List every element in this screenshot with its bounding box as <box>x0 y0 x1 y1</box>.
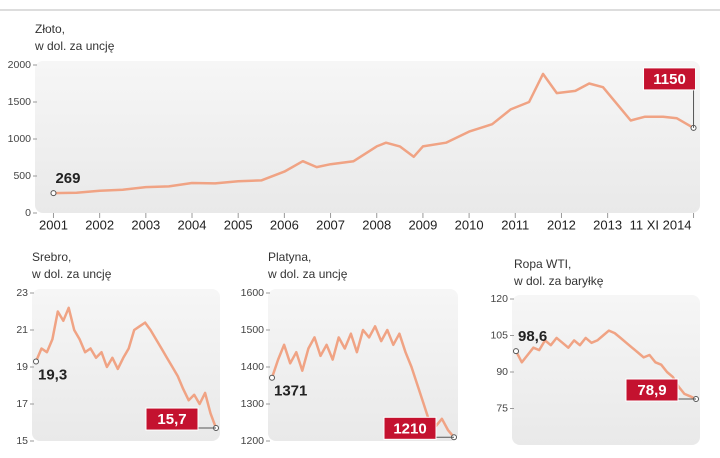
x-tick-label: 11 XI 2014 <box>630 217 692 232</box>
start-point <box>33 358 39 365</box>
start-label: 19,3 <box>38 366 67 383</box>
end-label: 1210 <box>393 420 426 437</box>
y-tick-label: 15 <box>16 435 28 447</box>
x-tick-label: 2007 <box>316 217 345 232</box>
chart-subtitle: w dol. za uncję <box>34 39 115 53</box>
chart-title: Platyna, <box>268 250 311 264</box>
y-tick-label: 0 <box>25 207 31 219</box>
end-label: 1150 <box>653 71 686 88</box>
x-tick-label: 2010 <box>455 217 484 232</box>
x-tick-label: 2006 <box>270 217 299 232</box>
x-tick-label: 2003 <box>131 217 160 232</box>
plot-panel <box>512 295 700 445</box>
chart-subtitle: w dol. za baryłkę <box>513 274 604 288</box>
chart-title: Srebro, <box>32 250 71 264</box>
y-tick-label: 17 <box>16 398 28 410</box>
y-tick-label: 500 <box>13 170 31 182</box>
x-tick-label: 2001 <box>39 217 68 232</box>
start-point <box>513 348 519 355</box>
x-tick-label: 2012 <box>547 217 576 232</box>
end-label-box <box>625 378 679 402</box>
y-tick-label: 1000 <box>8 133 32 145</box>
y-tick-label: 1300 <box>241 398 265 410</box>
y-tick-label: 1600 <box>241 287 265 299</box>
y-tick-label: 1500 <box>241 324 265 336</box>
data-line <box>34 306 218 429</box>
end-label-box <box>383 416 437 440</box>
y-tick-label: 1400 <box>241 361 265 373</box>
data-line <box>270 325 455 439</box>
y-tick-label: 1500 <box>8 96 32 108</box>
y-tick-label: 21 <box>16 324 28 336</box>
start-point <box>269 374 275 381</box>
data-line <box>514 329 697 401</box>
y-tick-label: 120 <box>490 293 508 305</box>
start-label: 98,6 <box>518 328 547 345</box>
y-tick-label: 90 <box>496 366 508 378</box>
y-tick-label: 1200 <box>241 435 265 447</box>
chart-subtitle: w dol. za uncję <box>31 267 112 281</box>
plot-panel <box>268 289 458 441</box>
end-label-box <box>643 67 697 91</box>
x-tick-label: 2011 <box>501 217 529 232</box>
end-label-box <box>145 407 199 431</box>
start-label: 1371 <box>274 383 307 400</box>
x-tick-label: 2013 <box>593 217 622 232</box>
x-tick-label: 2004 <box>178 217 207 232</box>
y-tick-label: 23 <box>16 287 28 299</box>
y-tick-label: 105 <box>490 329 508 341</box>
x-tick-label: 2002 <box>85 217 114 232</box>
x-tick-label: 2008 <box>362 217 391 232</box>
end-label: 78,9 <box>637 382 666 399</box>
chart-title: Ropa WTI, <box>514 257 571 271</box>
chart-subtitle: w dol. za uncję <box>267 267 348 281</box>
plot-panel <box>35 61 700 213</box>
x-tick-label: 2005 <box>224 217 253 232</box>
plot-panel <box>32 289 220 441</box>
y-tick-label: 2000 <box>8 59 32 71</box>
end-label: 15,7 <box>157 411 186 428</box>
chart-title: Złoto, <box>35 22 65 36</box>
y-tick-label: 75 <box>496 402 508 414</box>
start-point <box>50 190 57 197</box>
x-tick-label: 2009 <box>408 217 437 232</box>
start-label: 269 <box>55 170 80 187</box>
y-tick-label: 19 <box>16 361 28 373</box>
data-line <box>53 72 695 195</box>
